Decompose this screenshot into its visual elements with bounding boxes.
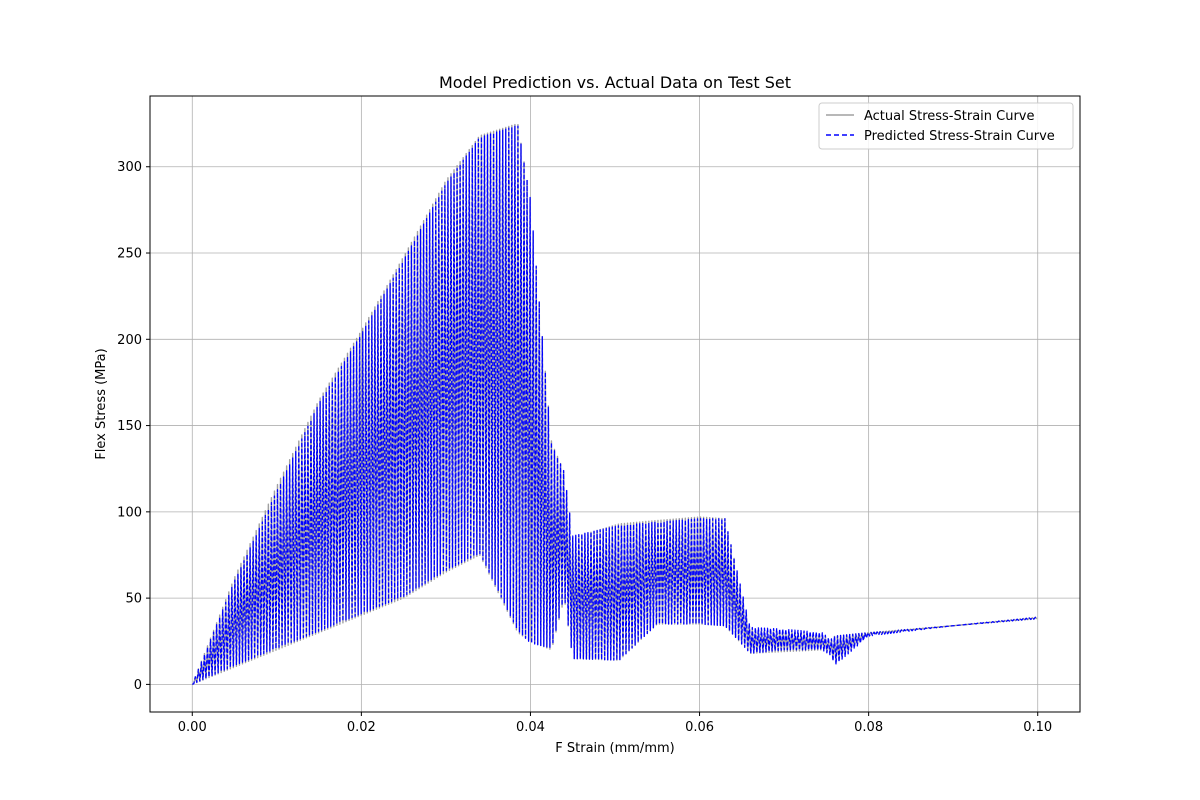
- y-tick-label: 50: [125, 592, 142, 607]
- legend: Actual Stress-Strain Curve Predicted Str…: [818, 102, 1074, 150]
- x-tick-label: 0.06: [685, 720, 714, 735]
- legend-box: [818, 102, 1074, 150]
- x-tick-label: 0.00: [178, 720, 207, 735]
- y-tick-label: 250: [117, 247, 142, 262]
- chart-title: Model Prediction vs. Actual Data on Test…: [439, 73, 791, 92]
- x-tick-label: 0.08: [854, 720, 883, 735]
- y-axis-label: Flex Stress (MPa): [94, 348, 109, 459]
- x-tick-label: 0.04: [516, 720, 545, 735]
- legend-label-predicted: Predicted Stress-Strain Curve: [864, 129, 1055, 144]
- series-line-predicted: [192, 125, 1038, 685]
- x-axis-label: F Strain (mm/mm): [555, 741, 674, 756]
- y-tick-label: 150: [117, 419, 142, 434]
- y-tick-label: 200: [117, 333, 142, 348]
- x-tick-label: 0.02: [347, 720, 376, 735]
- axes-frame: [149, 95, 1081, 713]
- plot-area: [192, 123, 1038, 686]
- x-axis-ticks: 0.00 0.02 0.04 0.06 0.08 0.10: [178, 712, 1052, 735]
- y-tick-label: 100: [117, 505, 142, 520]
- x-tick-label: 0.10: [1023, 720, 1052, 735]
- legend-label-actual: Actual Stress-Strain Curve: [864, 109, 1035, 124]
- y-axis-ticks: 0 50 100 150 200 250 300: [117, 160, 150, 693]
- y-tick-label: 300: [117, 160, 142, 175]
- y-tick-label: 0: [134, 678, 142, 693]
